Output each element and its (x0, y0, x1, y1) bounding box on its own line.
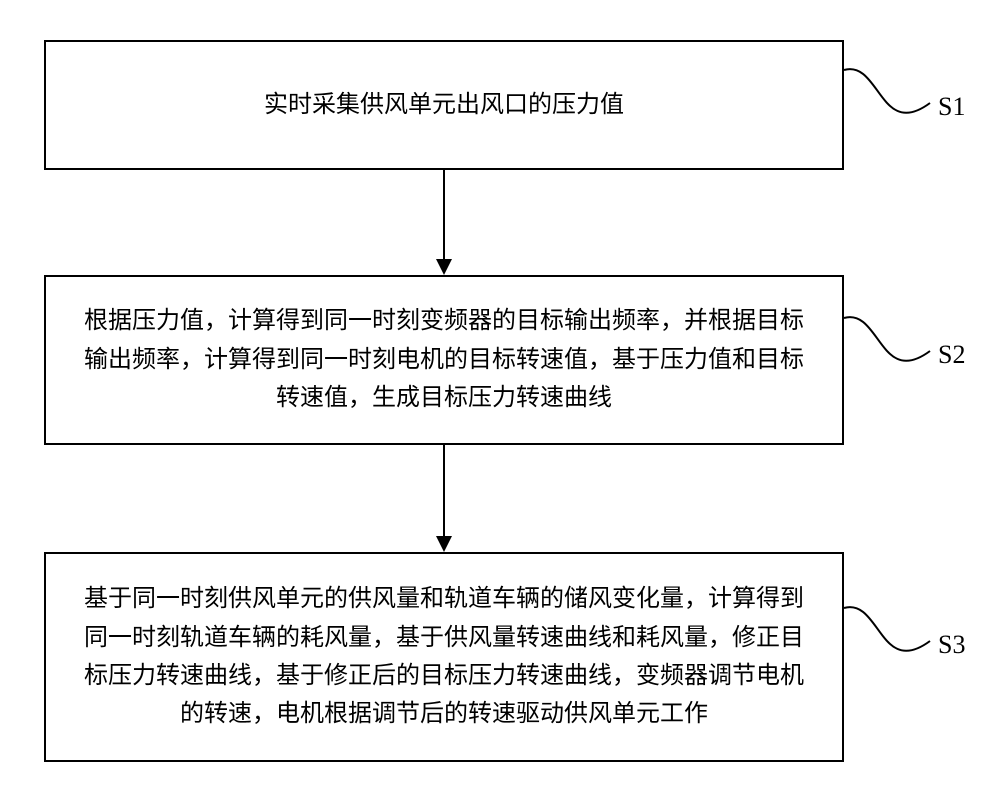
arrow-s1-s2-line (443, 170, 445, 259)
flow-step-s2: 根据压力值，计算得到同一时刻变频器的目标输出频率，并根据目标 输出频率，计算得到… (44, 275, 844, 445)
flow-step-s3-text: 基于同一时刻供风单元的供风量和轨道车辆的储风变化量，计算得到 同一时刻轨道车辆的… (84, 580, 804, 734)
step-label-s3: S3 (938, 630, 965, 660)
arrow-s2-s3-line (443, 445, 445, 536)
arrow-s1-s2-head (436, 259, 452, 275)
arrow-s2-s3-head (436, 536, 452, 552)
step-label-s2: S2 (938, 340, 965, 370)
step-label-s1: S1 (938, 92, 965, 122)
flow-step-s1: 实时采集供风单元出风口的压力值 (44, 40, 844, 170)
flow-step-s3: 基于同一时刻供风单元的供风量和轨道车辆的储风变化量，计算得到 同一时刻轨道车辆的… (44, 552, 844, 762)
flow-step-s2-text: 根据压力值，计算得到同一时刻变频器的目标输出频率，并根据目标 输出频率，计算得到… (84, 302, 804, 417)
flow-step-s1-text: 实时采集供风单元出风口的压力值 (264, 86, 624, 124)
